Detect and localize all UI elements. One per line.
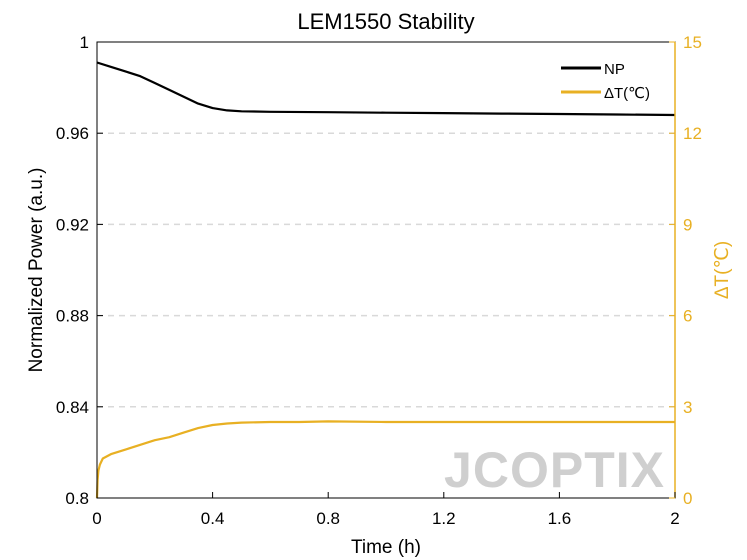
legend: NP ΔT(℃) [561,61,650,102]
watermark: JCOPTIX [444,442,665,498]
y-axis-ticks: 0.8 0.84 0.88 0.92 0.96 1 [56,33,103,508]
y2-axis-label: ΔT(℃) [712,241,733,299]
y-tick-label: 0.8 [65,489,89,508]
y2-tick-label: 9 [683,215,692,234]
y2-tick-label: 15 [683,33,702,52]
x-axis-label: Time (h) [351,537,421,558]
x-axis-ticks: 0 0.4 0.8 1.2 1.6 2 [92,492,680,528]
y2-axis-ticks: 0 3 6 9 12 15 [669,33,702,508]
y-tick-label: 1 [80,33,89,52]
legend-label-np: NP [604,61,625,78]
y-tick-label: 0.88 [56,307,89,326]
y-axis-label: Normalized Power (a.u.) [26,168,47,373]
legend-label-dt: ΔT(℃) [604,85,650,102]
x-tick-label: 0 [92,509,101,528]
x-tick-label: 0.8 [316,509,340,528]
series-layer [95,61,676,499]
y-tick-label: 0.84 [56,398,89,417]
plot-frame [96,41,676,499]
chart-title: LEM1550 Stability [297,9,474,34]
y-tick-label: 0.96 [56,124,89,143]
x-tick-label: 1.2 [432,509,456,528]
y2-tick-label: 3 [683,398,692,417]
y2-tick-label: 12 [683,124,702,143]
grid-lines [97,132,675,408]
y2-tick-label: 6 [683,307,692,326]
series-line-delta-t [95,420,675,499]
series-line-np [96,61,676,117]
x-tick-label: 2 [670,509,679,528]
y-tick-label: 0.92 [56,215,89,234]
y2-tick-label: 0 [683,489,692,508]
x-tick-label: 1.6 [548,509,572,528]
x-tick-label: 0.4 [201,509,225,528]
